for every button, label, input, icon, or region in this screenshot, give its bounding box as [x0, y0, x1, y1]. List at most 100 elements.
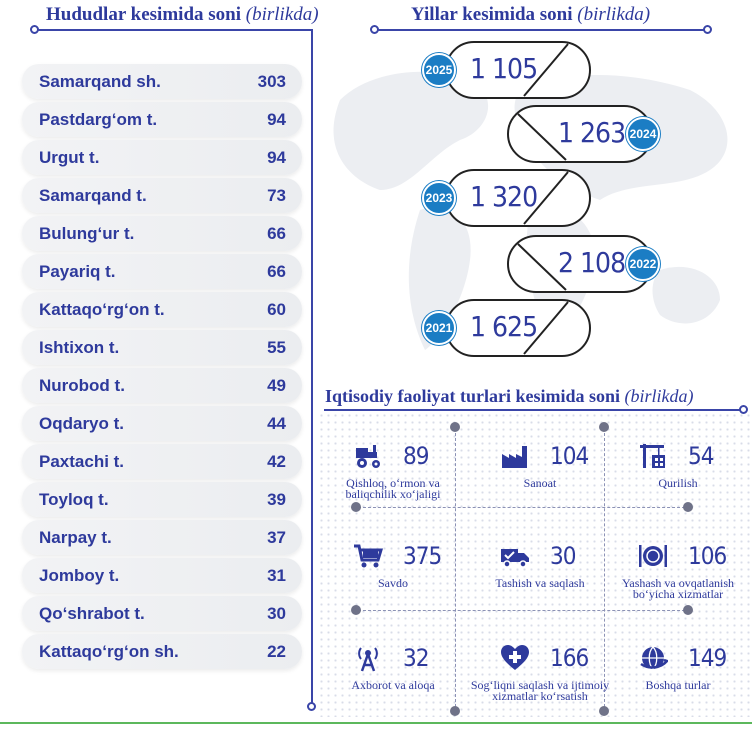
year-value: 2 108: [558, 246, 626, 279]
activity-cell: 30 Tashish va saqlash: [470, 534, 610, 624]
activity-cell: 106 Yashash va ovqatlanish bo‘yicha xizma…: [608, 534, 748, 624]
crane-icon: [638, 442, 668, 470]
activity-label: Boshqa turlar: [645, 678, 711, 692]
year-value: 1 320: [470, 180, 538, 213]
activity-label: Qurilish: [658, 476, 698, 490]
grid-dot: [351, 502, 361, 512]
tractor-icon: [353, 442, 383, 470]
grid-dot: [683, 502, 693, 512]
years-infographic: 2025 1 105 2024 1 263 2023 1 320 2022 2 108 2021…: [422, 41, 660, 357]
activity-cell: 104 Sanoat: [470, 434, 610, 524]
region-name: Urgut t.: [39, 147, 100, 167]
region-value: 22: [267, 641, 286, 661]
region-name: Oqdaryo t.: [39, 413, 125, 433]
factory-icon: [500, 442, 530, 470]
region-row: Kattaqo‘rg‘on t. 60: [22, 292, 302, 327]
region-value: 60: [267, 299, 286, 319]
year-badge: 2025: [422, 53, 456, 87]
year-badge: 2022: [626, 247, 660, 281]
region-value: 39: [267, 489, 286, 509]
years-line-start-dot: [370, 25, 379, 34]
region-name: Samarqand t.: [39, 185, 147, 205]
activity-cell: 54 Qurilish: [608, 434, 748, 524]
grid-dot: [683, 605, 693, 615]
grid-divider-horizontal: [358, 507, 690, 508]
activity-label: Axborot va aloqa: [351, 678, 435, 692]
activity-value: 89: [403, 442, 429, 470]
regions-line-end-dot: [307, 702, 316, 711]
year-badge: 2021: [422, 311, 456, 345]
health-icon: [500, 644, 530, 672]
region-row: Payariq t. 66: [22, 254, 302, 289]
region-row: Kattaqo‘rg‘on sh. 22: [22, 634, 302, 669]
year-value: 1 263: [558, 116, 626, 149]
activity-label: Sog‘liqni saqlash va ijtimoiy xizmatlar …: [470, 678, 610, 703]
activity-value: 32: [403, 644, 429, 672]
region-name: Narpay t.: [39, 527, 112, 547]
activity-value: 166: [550, 644, 589, 672]
region-row: Pastdarg‘om t. 94: [22, 102, 302, 137]
year-pill: [445, 41, 591, 99]
region-value: 94: [267, 109, 286, 129]
activity-value: 104: [550, 442, 589, 470]
grid-dot: [450, 706, 460, 716]
region-list: Samarqand sh. 303 Pastdarg‘om t. 94 Urgut t.…: [22, 64, 302, 672]
activity-value: 54: [688, 442, 714, 470]
region-name: Bulung‘ur t.: [39, 223, 135, 243]
activity-label: Savdo: [378, 576, 408, 590]
activity-label: Qishloq, o‘rmon va baliqchilik xo‘jaligi: [345, 476, 441, 501]
antenna-icon: [353, 644, 383, 672]
region-value: 37: [267, 527, 286, 547]
activity-title-unit: (birlikda): [624, 386, 694, 406]
years-title-unit: (birlikda): [577, 4, 651, 25]
regions-title-text: Hududlar kesimida soni: [46, 4, 242, 25]
region-row: Narpay t. 37: [22, 520, 302, 555]
region-name: Pastdarg‘om t.: [39, 109, 158, 129]
region-row: Samarqand t. 73: [22, 178, 302, 213]
region-value: 66: [267, 261, 286, 281]
cart-icon: [353, 542, 384, 570]
region-value: 42: [267, 451, 286, 471]
grid-divider-horizontal: [358, 610, 690, 611]
globe-icon: [638, 644, 670, 672]
grid-dot: [351, 605, 361, 615]
region-name: Samarqand sh.: [39, 71, 161, 91]
years-section-title: Yillar kesimida soni (birlikda): [411, 4, 650, 26]
region-row: Toyloq t. 39: [22, 482, 302, 517]
region-name: Kattaqo‘rg‘on sh.: [39, 641, 179, 661]
year-value: 1 105: [470, 52, 538, 85]
region-row: Bulung‘ur t. 66: [22, 216, 302, 251]
region-name: Paxtachi t.: [39, 451, 125, 471]
region-value: 44: [267, 413, 286, 433]
activity-cell: 149 Boshqa turlar: [608, 636, 748, 726]
region-name: Kattaqo‘rg‘on t.: [39, 299, 165, 319]
years-title-text: Yillar kesimida soni: [411, 4, 573, 25]
region-name: Nurobod t.: [39, 375, 125, 395]
activity-label: Yashash va ovqatlanish bo‘yicha xizmatla…: [621, 576, 735, 601]
activity-cell: 89 Qishloq, o‘rmon va baliqchilik xo‘jali…: [323, 434, 463, 524]
region-row: Samarqand sh. 303: [22, 64, 302, 99]
activity-underline: [324, 409, 742, 411]
region-name: Payariq t.: [39, 261, 116, 281]
years-line-end-dot: [703, 25, 712, 34]
year-pill: [445, 299, 591, 357]
year-badge: 2023: [422, 181, 456, 215]
region-value: 31: [267, 565, 286, 585]
activity-label: Sanoat: [523, 476, 557, 490]
activity-grid: 89 Qishloq, o‘rmon va baliqchilik xo‘jali…: [318, 412, 750, 717]
region-row: Qo‘shrabot t. 30: [22, 596, 302, 631]
activity-value: 30: [550, 542, 576, 570]
activity-label: Tashish va saqlash: [495, 576, 585, 590]
activity-value: 149: [688, 644, 727, 672]
region-name: Qo‘shrabot t.: [39, 603, 145, 623]
activity-title-text: Iqtisodiy faoliyat turlari kesimida soni: [325, 386, 621, 406]
region-row: Jomboy t. 31: [22, 558, 302, 593]
region-row: Urgut t. 94: [22, 140, 302, 175]
year-badge: 2024: [626, 117, 660, 151]
activity-value: 106: [688, 542, 727, 570]
activity-cell: 166 Sog‘liqni saqlash va ijtimoiy xizmatl…: [470, 636, 610, 726]
bottom-accent-line: [0, 722, 752, 724]
region-name: Ishtixon t.: [39, 337, 120, 357]
region-name: Toyloq t.: [39, 489, 109, 509]
region-value: 55: [267, 337, 286, 357]
